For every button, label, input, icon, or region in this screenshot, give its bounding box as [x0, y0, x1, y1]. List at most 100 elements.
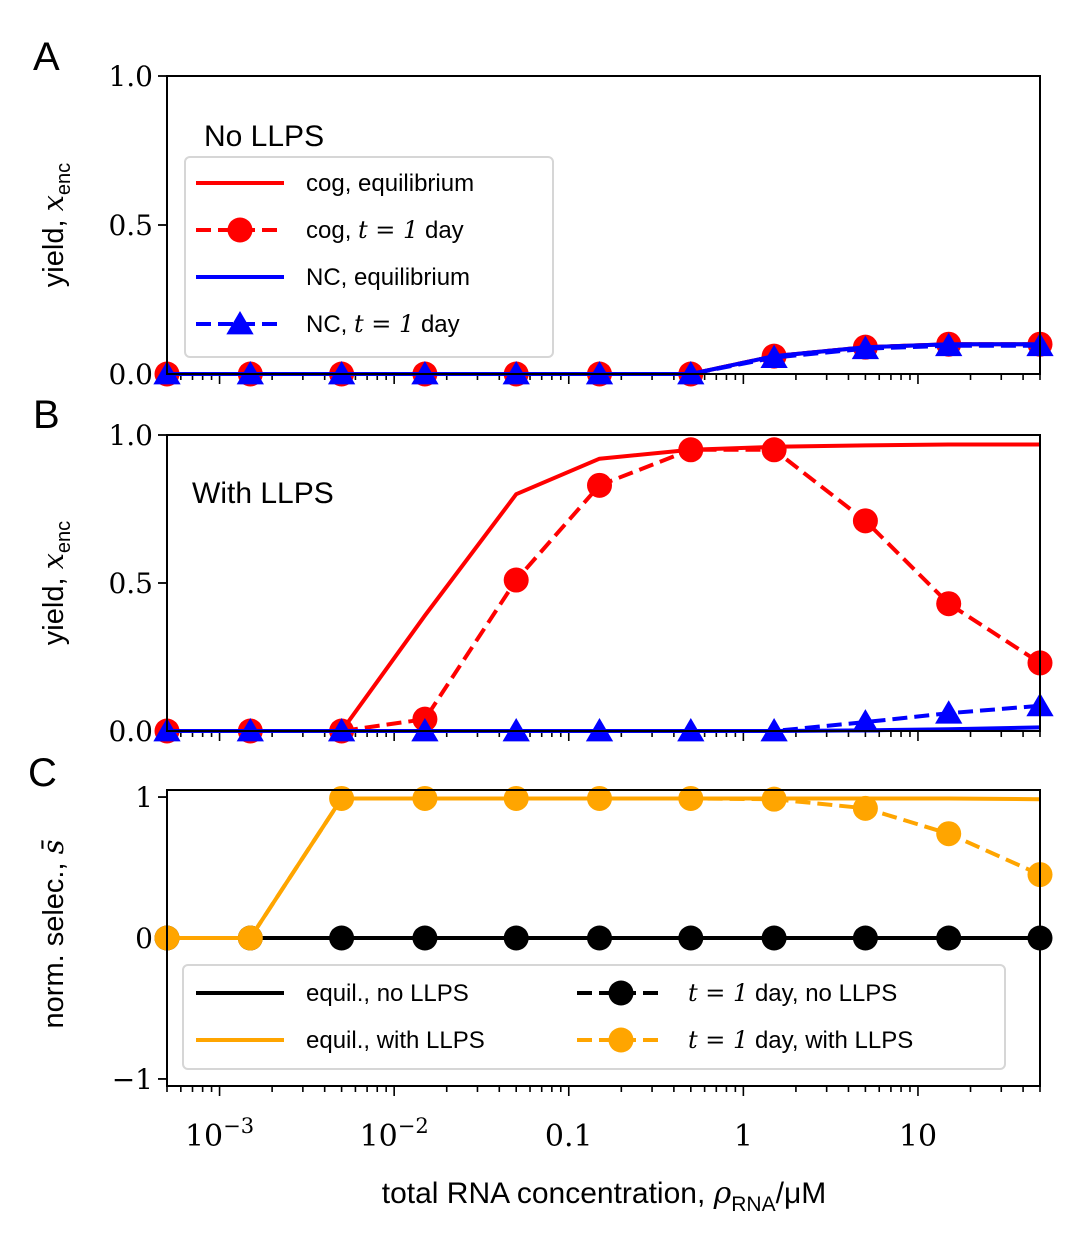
data-point — [852, 795, 878, 821]
legend-entry: t = 1 day, with LLPS — [577, 1026, 913, 1054]
x-tick-label-base: 10 — [185, 1119, 223, 1154]
x-tick-label: 10−2 — [360, 1114, 429, 1154]
legend-label: cog, t = 1 day — [306, 216, 464, 244]
legend-label-post: day, with LLPS — [748, 1027, 913, 1054]
data-point — [327, 361, 356, 385]
legend-marker — [608, 980, 634, 1006]
y-tick-label: 0.0 — [108, 358, 153, 391]
x-tick-label: 0.1 — [545, 1119, 593, 1154]
x-ticks — [166, 1086, 1041, 1096]
data-point — [502, 718, 530, 742]
legend-entry: t = 1 day, no LLPS — [577, 979, 897, 1007]
data-point — [678, 785, 704, 811]
legend-label: equil., with LLPS — [306, 1027, 485, 1054]
legend-label-math: t = 1 — [358, 216, 418, 244]
y-tick-label: 0.5 — [108, 209, 153, 242]
panel-label-a: A — [33, 35, 60, 79]
legend-marker — [608, 1027, 634, 1053]
x-axis-label: total RNA concentration, ρRNA/μM — [382, 1176, 826, 1216]
panel-label-c: C — [28, 751, 57, 795]
data-point — [760, 344, 788, 369]
data-point — [503, 925, 529, 951]
y-tick-label: 1.0 — [108, 60, 153, 93]
data-point — [412, 785, 438, 811]
legend: cog, equilibrium cog, t = 1 day NC, equili… — [184, 156, 554, 358]
panel-annotation: With LLPS — [192, 477, 334, 510]
legend-entry: NC, t = 1 day — [196, 310, 460, 338]
data-point — [411, 361, 439, 385]
legend-label: t = 1 day, no LLPS — [688, 979, 897, 1007]
legend-marker — [226, 311, 254, 335]
y-tick-label: 0 — [135, 922, 153, 955]
legend-entry: NC, equilibrium — [196, 264, 470, 291]
data-point — [412, 925, 438, 951]
data-point — [678, 925, 704, 951]
y-axis-label: norm. selec., s̄ — [36, 840, 70, 1029]
series-t-1-day-with-llps — [154, 785, 1053, 951]
legend-label: NC, equilibrium — [306, 264, 470, 291]
y-axis-label-var: s̄ — [36, 840, 70, 855]
series-line — [167, 796, 1041, 940]
panel-label-b: B — [33, 393, 60, 437]
data-point — [502, 361, 530, 385]
data-point — [761, 437, 787, 463]
legend-label-math: t = 1 — [688, 1026, 748, 1054]
x-tick-labels: 10−3 10−2 0.1 1 10 — [185, 1114, 937, 1154]
legend-label-post: day — [414, 311, 459, 338]
legend-box — [184, 156, 554, 358]
data-point — [678, 437, 704, 463]
x-tick-label-base: 10 — [360, 1119, 398, 1154]
legend-entry: cog, t = 1 day — [196, 216, 464, 244]
panel-annotation: No LLPS — [204, 120, 324, 153]
y-axis-label-text: norm. selec., — [38, 854, 70, 1028]
data-point — [760, 718, 788, 742]
data-point — [329, 785, 355, 811]
data-point — [411, 718, 439, 742]
x-tick-label: 10−3 — [185, 1114, 254, 1154]
y-axis-label-var: x — [36, 553, 70, 569]
legend-box — [182, 964, 1006, 1070]
data-point — [677, 718, 705, 742]
data-point — [936, 591, 962, 617]
y-axis-label-sub: enc — [53, 521, 75, 553]
legend-label: equil., no LLPS — [306, 980, 469, 1007]
data-point — [236, 718, 264, 742]
data-point — [851, 709, 880, 733]
panel-c: −1 0 1 norm. selec., s̄ equil., no LLPS equil… — [36, 781, 1053, 1096]
y-tick-label: 0.5 — [108, 567, 153, 600]
x-tick-label-exp: −2 — [398, 1114, 429, 1138]
y-axis-label-text: yield, — [38, 569, 70, 645]
x-tick-label-base: 0.1 — [545, 1119, 593, 1154]
data-point — [329, 925, 355, 951]
data-point — [677, 361, 705, 385]
legend-label-pre: NC, — [306, 311, 354, 338]
panel-b: 0.0 0.5 1.0 yield, xenc With LLPS — [36, 419, 1054, 748]
data-point — [587, 925, 613, 951]
x-tick-label: 1 — [734, 1119, 753, 1154]
x-tick-label-base: 1 — [734, 1119, 753, 1154]
legend-label-post: day, no LLPS — [748, 980, 897, 1007]
legend-label: NC, t = 1 day — [306, 310, 460, 338]
legend-label-math: t = 1 — [688, 979, 748, 1007]
plot-area — [154, 785, 1053, 951]
data-point — [761, 786, 787, 812]
y-axis-label-var: x — [36, 195, 70, 211]
legend-label-math: t = 1 — [354, 310, 414, 338]
legend-label-post: day — [418, 217, 463, 244]
legend-entry: equil., no LLPS — [196, 980, 469, 1007]
y-tick-label: −1 — [112, 1063, 153, 1096]
x-tick-label-base: 10 — [899, 1119, 937, 1154]
legend-label-pre: cog, — [306, 217, 358, 244]
data-point — [936, 925, 962, 951]
y-axis-label-text: yield, — [38, 211, 70, 287]
legend-entry: equil., with LLPS — [196, 1027, 485, 1054]
data-point — [851, 335, 880, 360]
y-tick-label: 1 — [135, 781, 153, 814]
data-point — [936, 821, 962, 847]
y-axis-label: yield, xenc — [36, 163, 75, 287]
y-tick-label: 1.0 — [108, 419, 153, 452]
x-tick-label-exp: −3 — [223, 1114, 254, 1138]
data-point — [585, 718, 614, 742]
